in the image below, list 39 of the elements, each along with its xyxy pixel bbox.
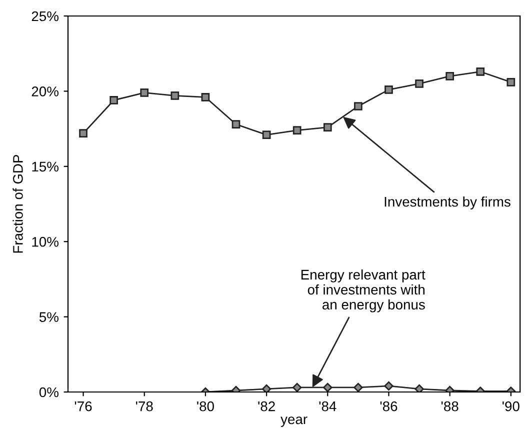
x-tick-label: '78 — [136, 401, 153, 412]
y-tick-label: 25% — [32, 11, 58, 22]
point — [201, 93, 210, 102]
x-tick-label: '82 — [258, 401, 275, 412]
x-tick-label: '86 — [380, 401, 398, 412]
x-axis-title: year — [280, 416, 308, 427]
x-tick-label: '88 — [441, 401, 458, 412]
x-tick-label: '84 — [319, 401, 336, 412]
point — [232, 120, 240, 128]
point — [476, 67, 485, 76]
point — [384, 86, 393, 94]
point — [292, 382, 302, 392]
x-tick-label: '76 — [74, 401, 92, 412]
point — [323, 123, 332, 132]
point — [262, 384, 272, 392]
y-tick-label: 15% — [32, 162, 58, 172]
y-tick-label: 5% — [39, 312, 58, 322]
annotation: Investments by firms — [384, 196, 510, 210]
point — [506, 78, 516, 86]
point — [446, 72, 454, 80]
point — [415, 80, 424, 88]
x-tick-label: '80 — [197, 401, 214, 412]
y-tick-label: 0% — [39, 387, 58, 398]
point — [262, 130, 271, 139]
point — [354, 382, 363, 392]
point — [110, 96, 118, 104]
point — [414, 384, 424, 392]
y-tick-label: 20% — [32, 86, 58, 96]
point — [140, 88, 149, 97]
point — [170, 92, 180, 100]
point — [354, 102, 362, 110]
point — [79, 129, 88, 138]
point — [292, 126, 302, 134]
point — [323, 382, 332, 392]
point — [384, 381, 394, 391]
y-axis-title: Fraction of GDP — [12, 154, 23, 253]
y-tick-label: 10% — [32, 236, 58, 247]
x-tick-label: '90 — [502, 401, 520, 412]
annotation: Energy relevant part of investments with an energy bonus — [301, 269, 426, 312]
